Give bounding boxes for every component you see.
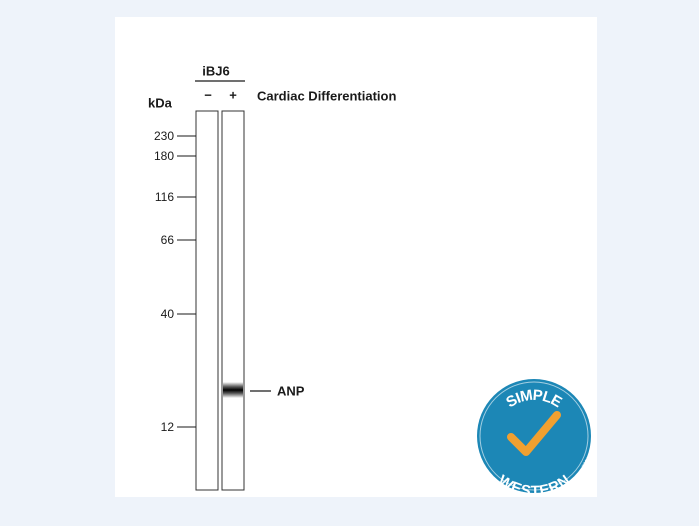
marker-label: 40: [161, 307, 175, 321]
band: [223, 382, 243, 398]
marker-label: 180: [154, 149, 174, 163]
figure: iBJ6 − + Cardiac Differentiation kDa ANP…: [0, 0, 699, 526]
marker-label: 230: [154, 129, 174, 143]
condition-label: Cardiac Differentiation: [257, 88, 396, 103]
marker-label: 12: [161, 420, 175, 434]
band-label: ANP: [277, 383, 305, 398]
sample-label: iBJ6: [202, 63, 229, 78]
unit-label: kDa: [148, 95, 173, 110]
marker-label: 116: [155, 190, 174, 204]
lane: [222, 111, 244, 490]
marker-label: 66: [161, 233, 175, 247]
lane: [196, 111, 218, 490]
page: {"figure": { "sample_label": "iBJ6", "la…: [0, 0, 699, 526]
lane-label: +: [229, 87, 237, 102]
lane-label: −: [204, 87, 212, 102]
